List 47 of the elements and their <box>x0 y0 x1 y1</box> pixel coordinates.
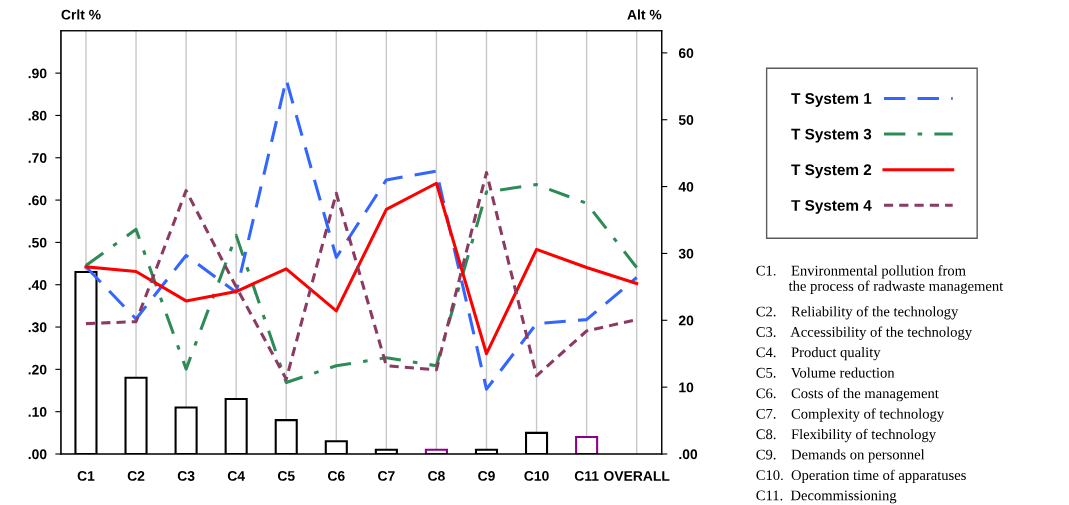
x-tick-label: C2 <box>127 471 145 481</box>
text: C10. Operation time of apparatuses <box>756 469 966 484</box>
y-tick-label: .80 <box>28 110 47 121</box>
text: C8. Flexibility of technology <box>756 428 936 443</box>
legend-label: T System 1 <box>791 93 872 107</box>
legend-label: T System 3 <box>791 128 872 143</box>
text: C6. Costs of the management <box>756 387 939 402</box>
y-tick-label: .50 <box>28 237 47 248</box>
x-tick-label: C6 <box>327 471 345 481</box>
text: C2. Reliability of the technology <box>756 306 959 320</box>
y-tick-label: .00 <box>28 449 47 460</box>
text: C11. Decommissioning <box>756 490 897 504</box>
y2-tick-label: .00 <box>679 449 698 460</box>
x-tick-label: C4 <box>227 471 245 481</box>
y-tick-label: .10 <box>28 407 47 417</box>
legend-label: T System 4 <box>791 199 872 214</box>
y2-tick-label: 60 <box>678 48 694 59</box>
y-tick-label: .60 <box>28 195 47 206</box>
y-tick-label: .30 <box>28 322 47 333</box>
y-axis-title: Crlt % <box>61 9 101 20</box>
text: C4. Product quality <box>756 346 881 361</box>
y-tick-label: .90 <box>28 68 47 79</box>
text: C1. Environmental pollution from the process of radwaste management <box>756 265 1004 294</box>
y2-tick-label: 20 <box>678 315 694 326</box>
legend-label: T System 2 <box>791 164 872 179</box>
y2-axis-title: Alt % <box>627 9 662 20</box>
y2-tick-label: 30 <box>678 248 694 259</box>
bar <box>575 436 599 454</box>
x-tick-label: C11 <box>574 471 599 481</box>
x-tick-label: C10 <box>524 471 549 481</box>
x-tick-label: C8 <box>428 471 445 481</box>
x-tick-label: OVERALL <box>604 471 670 481</box>
x-tick-label: C7 <box>378 471 395 481</box>
text: C3. Accessibility of the technology <box>756 326 973 340</box>
x-tick-label: C5 <box>277 471 295 481</box>
y-tick-label: .70 <box>28 153 47 163</box>
y2-tick-label: 40 <box>678 181 694 192</box>
y-tick-label: .20 <box>28 364 47 375</box>
y2-tick-label: 50 <box>678 115 694 125</box>
text: C9. Demands on personnel <box>756 449 925 463</box>
text: C5. Volume reduction <box>756 367 895 378</box>
text: C7. Complexity of technology <box>756 408 945 422</box>
x-tick-label: C9 <box>478 471 495 481</box>
x-tick-label: C1 <box>77 471 95 481</box>
y2-tick-label: 10 <box>679 382 694 393</box>
y-tick-label: .40 <box>28 280 47 290</box>
x-tick-label: C3 <box>177 471 195 481</box>
